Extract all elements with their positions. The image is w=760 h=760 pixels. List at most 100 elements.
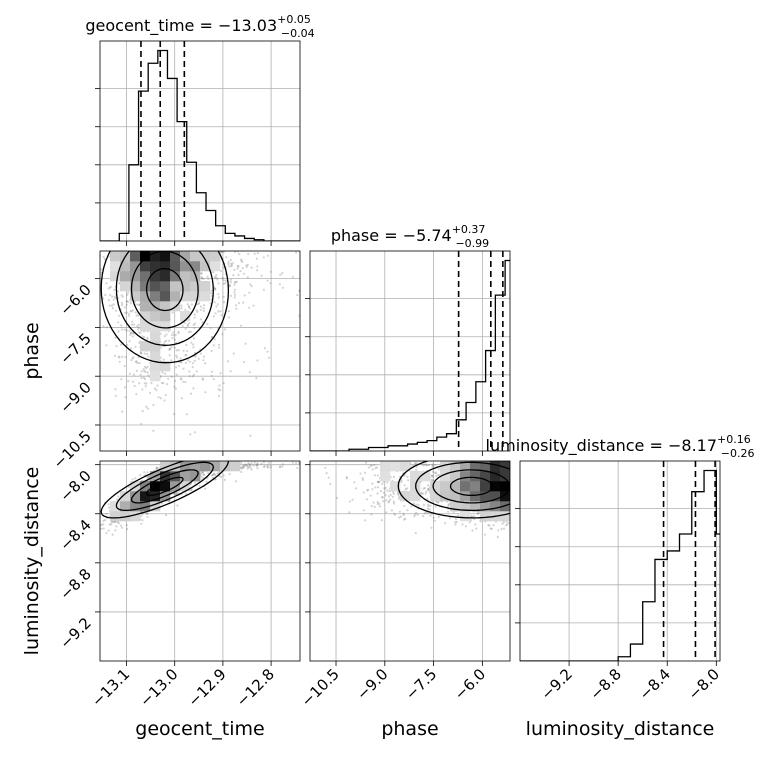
p10-cell-5-17 — [150, 271, 161, 282]
p20-sample-1772 — [256, 467, 259, 470]
p10-sample-702 — [188, 307, 192, 310]
p10-sample-228 — [217, 282, 220, 285]
p10-sample-448 — [170, 333, 174, 336]
p20-sample-1202 — [248, 464, 251, 467]
p10-sample-1823 — [204, 391, 207, 394]
p21-sample-127 — [376, 492, 379, 495]
p10-sample-1051 — [207, 277, 210, 280]
p10-sample-1066 — [177, 330, 180, 333]
p10-sample-1299 — [210, 336, 213, 339]
p10-sample-944 — [100, 268, 103, 271]
p10-cell-5-19 — [150, 251, 161, 262]
p10-sample-720 — [214, 312, 217, 315]
p10-sample-1714 — [131, 335, 134, 338]
p10-sample-1490 — [229, 258, 232, 262]
p10-sample-1635 — [163, 335, 166, 338]
p20-sample-438 — [255, 464, 258, 467]
p10-sample-350 — [163, 399, 166, 402]
p20-sample-916 — [262, 465, 265, 469]
p20-cell-8-19 — [180, 461, 191, 472]
p20-sample-536 — [304, 465, 306, 467]
p10-sample-429 — [114, 388, 117, 391]
p20-sample-2090 — [125, 524, 128, 527]
p10-sample-111 — [132, 356, 135, 359]
p10-sample-349 — [170, 359, 173, 362]
p20-sample-47 — [110, 521, 114, 524]
p20-sample-214 — [184, 492, 188, 495]
p10-sample-34 — [128, 314, 131, 317]
p10-sample-827 — [141, 335, 144, 338]
p21-sample-89 — [380, 519, 383, 522]
p10-sample-528 — [180, 397, 183, 400]
p10-sample-2024 — [174, 379, 177, 383]
p10-sample-626 — [123, 386, 127, 389]
p10-cell-6-15 — [160, 291, 171, 302]
p10-sample-695 — [157, 396, 160, 399]
p10-yticklabel-1: −9.0 — [56, 378, 94, 416]
p10-sample-2164 — [109, 294, 112, 297]
p20-sample-940 — [174, 492, 177, 495]
p10-sample-23 — [89, 256, 91, 258]
p10-sample-676 — [121, 410, 124, 413]
p10-sample-1238 — [191, 362, 195, 365]
p10-sample-2042 — [222, 282, 225, 285]
p20-cell-10-19 — [200, 461, 211, 472]
p10-sample-2088 — [171, 336, 174, 340]
p20-sample-552 — [228, 472, 231, 476]
p20-sample-1300 — [216, 472, 219, 475]
p10-sample-194 — [166, 383, 169, 386]
p10-sample-1532 — [130, 332, 133, 335]
p10-sample-598 — [249, 283, 252, 286]
p10-cell-9-18 — [190, 261, 201, 272]
p10-sample-902 — [128, 329, 131, 332]
p10-sample-89 — [120, 378, 123, 381]
panel-hist-phase — [305, 250, 511, 456]
p20-sample-2196 — [245, 464, 248, 467]
panel-scatter-distance-vs-geocent-time: −13.1 −13.0 −12.9 −12.8−9.2−8.8−8.4−8.0 — [56, 460, 306, 710]
p10-sample-153 — [240, 324, 243, 327]
p10-sample-1611 — [134, 345, 137, 348]
p10-sample-1725 — [200, 276, 203, 279]
p20-sample-1759 — [141, 519, 144, 522]
p20-sample-1360 — [202, 473, 205, 477]
p10-sample-1324 — [197, 357, 200, 360]
p21-sample-3 — [436, 501, 439, 504]
p10-sample-813 — [269, 282, 272, 285]
p10-sample-473 — [145, 405, 148, 408]
p10-sample-1863 — [183, 321, 186, 324]
p10-sample-364 — [175, 349, 178, 352]
p10-sample-1239 — [144, 365, 147, 368]
p10-sample-1624 — [199, 305, 203, 308]
p10-cell-5-13 — [150, 311, 161, 322]
p10-sample-749 — [185, 343, 188, 346]
p10-sample-611 — [230, 265, 233, 268]
p21-sample-48 — [389, 493, 392, 496]
p10-sample-1548 — [124, 311, 127, 314]
p20-sample-505 — [281, 465, 284, 468]
p10-sample-721 — [193, 326, 196, 330]
p10-sample-63 — [244, 342, 247, 345]
p10-cell-2-16 — [120, 281, 131, 292]
p10-sample-11 — [138, 362, 141, 365]
p10-sample-213 — [174, 387, 177, 390]
p10-sample-948 — [211, 335, 214, 338]
p20-sample-1200 — [176, 504, 179, 507]
p10-cell-6-17 — [160, 271, 171, 282]
p20-sample-1509 — [205, 480, 208, 483]
p10-cell-5-7 — [150, 371, 161, 382]
p20-sample-884 — [214, 473, 217, 477]
p10-cell-3-18 — [130, 261, 141, 272]
p20-sample-1033 — [121, 526, 124, 529]
p20-sample-8 — [107, 529, 110, 532]
p20-sample-189 — [279, 465, 282, 468]
p10-sample-444 — [220, 251, 223, 254]
p10-sample-319 — [224, 282, 227, 285]
p20-sample-80 — [296, 466, 299, 470]
p10-sample-557 — [239, 270, 242, 273]
p20-sample-2132 — [105, 512, 108, 515]
p10-sample-41 — [181, 324, 184, 327]
p20-sample-34 — [128, 485, 131, 488]
p10-sample-832 — [184, 354, 187, 357]
p20-sample-861 — [193, 481, 197, 485]
p21-sample-232 — [373, 464, 376, 467]
